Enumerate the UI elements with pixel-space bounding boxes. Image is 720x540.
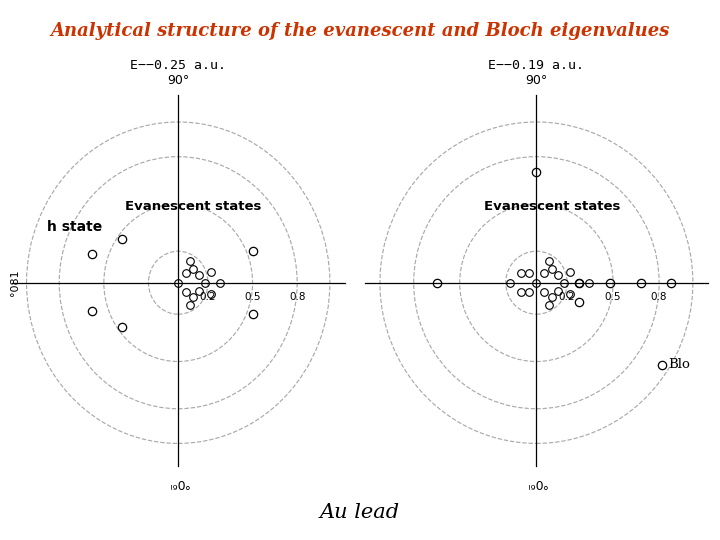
Text: E−−0.19 a.u.: E−−0.19 a.u.	[488, 59, 585, 72]
Text: 0.2: 0.2	[199, 292, 216, 302]
Text: Au lead: Au lead	[320, 503, 400, 523]
Text: Blo: Blo	[668, 358, 690, 371]
Text: °081: °081	[9, 269, 19, 296]
Text: 0.5: 0.5	[244, 292, 261, 302]
Text: 0.2: 0.2	[559, 292, 575, 302]
Text: h state: h state	[48, 220, 102, 234]
Text: 90°: 90°	[167, 74, 189, 87]
Text: E−−0.25 a.u.: E−−0.25 a.u.	[130, 59, 226, 72]
Text: Evanescent states: Evanescent states	[484, 200, 620, 213]
Text: °0⁶ⁱ: °0⁶ⁱ	[168, 476, 189, 489]
Text: Analytical structure of the evanescent and Bloch eigenvalues: Analytical structure of the evanescent a…	[50, 22, 670, 39]
Text: °0⁶ⁱ: °0⁶ⁱ	[526, 476, 547, 489]
Text: Evanescent states: Evanescent states	[125, 200, 261, 213]
Text: 0.5: 0.5	[605, 292, 621, 302]
Text: 0.8: 0.8	[289, 292, 305, 302]
Text: 0.8: 0.8	[651, 292, 667, 302]
Text: 90°: 90°	[526, 74, 547, 87]
